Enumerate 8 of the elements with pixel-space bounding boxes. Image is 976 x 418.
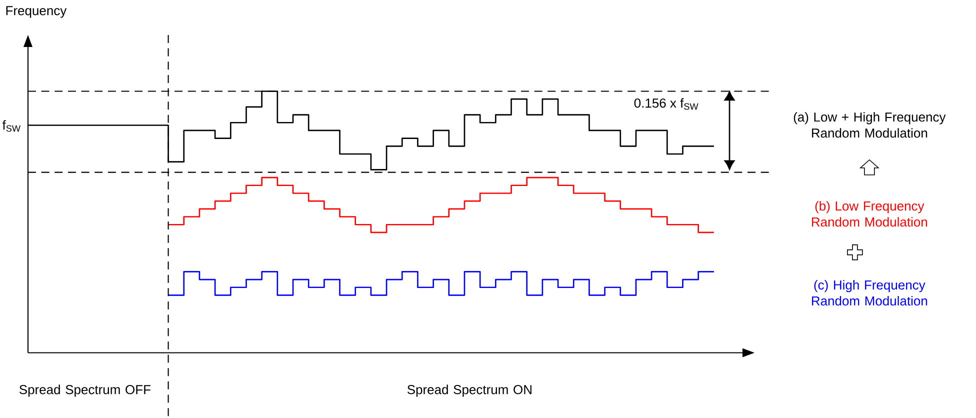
text: (a) Low + High Frequency Random Modulation <box>794 112 946 138</box>
text: (c) High Frequency Random Modulation <box>812 280 928 306</box>
annotation: f$_{SW}$ <box>2 120 20 132</box>
text: Frequency <box>6 6 67 18</box>
text: (b) Low Frequency Random Modulation <box>812 200 928 226</box>
text: Spread Spectrum OFF <box>19 384 150 397</box>
annotation: 0.156 x f$_{SW}$ <box>634 98 698 110</box>
text: Spread Spectrum ON <box>407 384 532 397</box>
